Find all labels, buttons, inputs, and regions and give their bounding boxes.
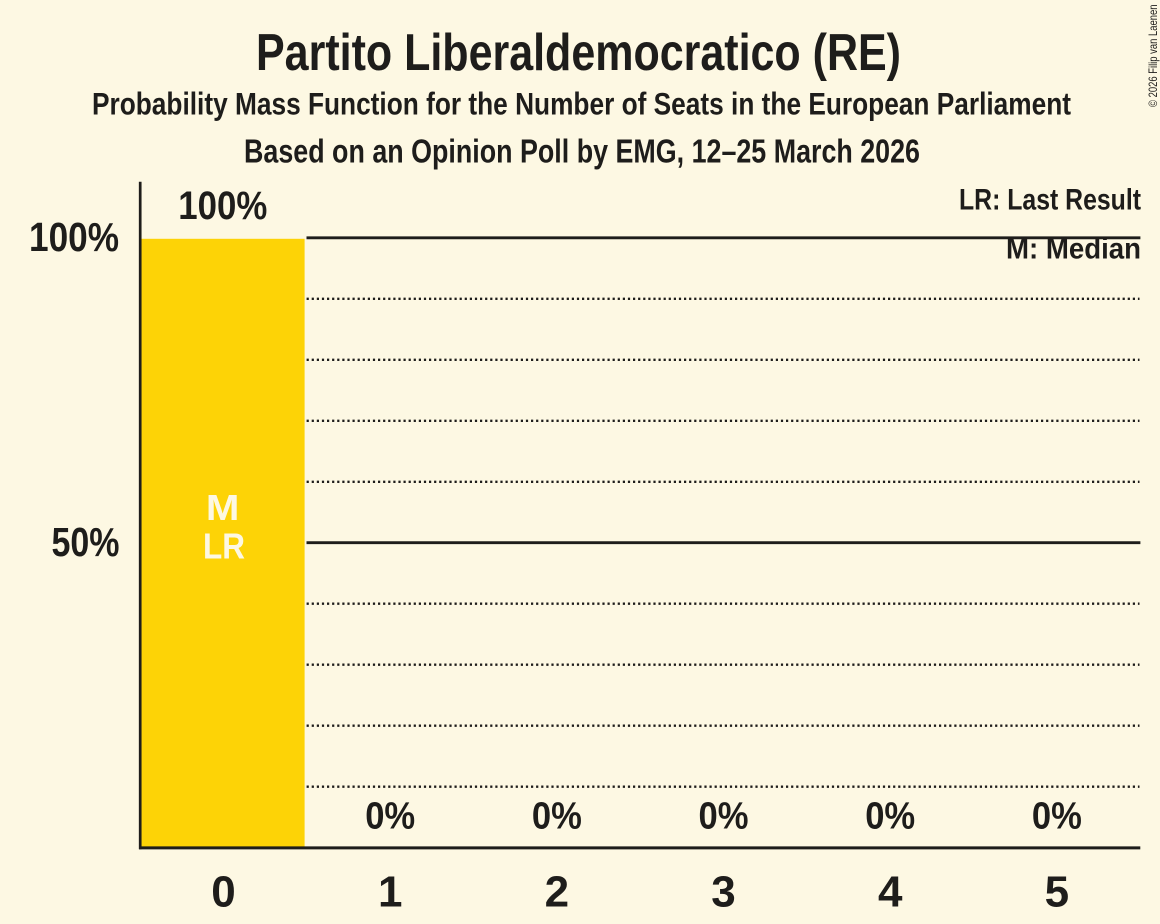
svg-text:4: 4 bbox=[878, 868, 903, 917]
svg-text:5: 5 bbox=[1045, 868, 1069, 917]
svg-text:Partito Liberaldemocratico (RE: Partito Liberaldemocratico (RE) bbox=[256, 23, 901, 81]
svg-text:© 2026 Filip van Laenen: © 2026 Filip van Laenen bbox=[1146, 5, 1160, 108]
svg-text:0: 0 bbox=[211, 868, 235, 917]
svg-text:3: 3 bbox=[711, 868, 735, 917]
svg-text:Based on an Opinion Poll by EM: Based on an Opinion Poll by EMG, 12–25 M… bbox=[244, 132, 920, 169]
svg-text:0%: 0% bbox=[365, 796, 415, 838]
svg-text:0%: 0% bbox=[532, 796, 582, 838]
svg-text:0%: 0% bbox=[699, 796, 749, 838]
svg-text:100%: 100% bbox=[29, 214, 119, 260]
svg-text:M: M bbox=[206, 487, 240, 528]
svg-text:100%: 100% bbox=[178, 184, 267, 228]
svg-text:2: 2 bbox=[545, 868, 569, 917]
svg-text:0%: 0% bbox=[1032, 796, 1082, 838]
svg-text:LR: LR bbox=[203, 526, 245, 567]
svg-text:50%: 50% bbox=[52, 519, 120, 565]
svg-text:1: 1 bbox=[378, 868, 402, 917]
svg-text:LR: Last Result: LR: Last Result bbox=[959, 183, 1141, 216]
svg-text:Probability Mass Function for: Probability Mass Function for the Number… bbox=[92, 85, 1071, 121]
svg-text:0%: 0% bbox=[865, 796, 915, 838]
